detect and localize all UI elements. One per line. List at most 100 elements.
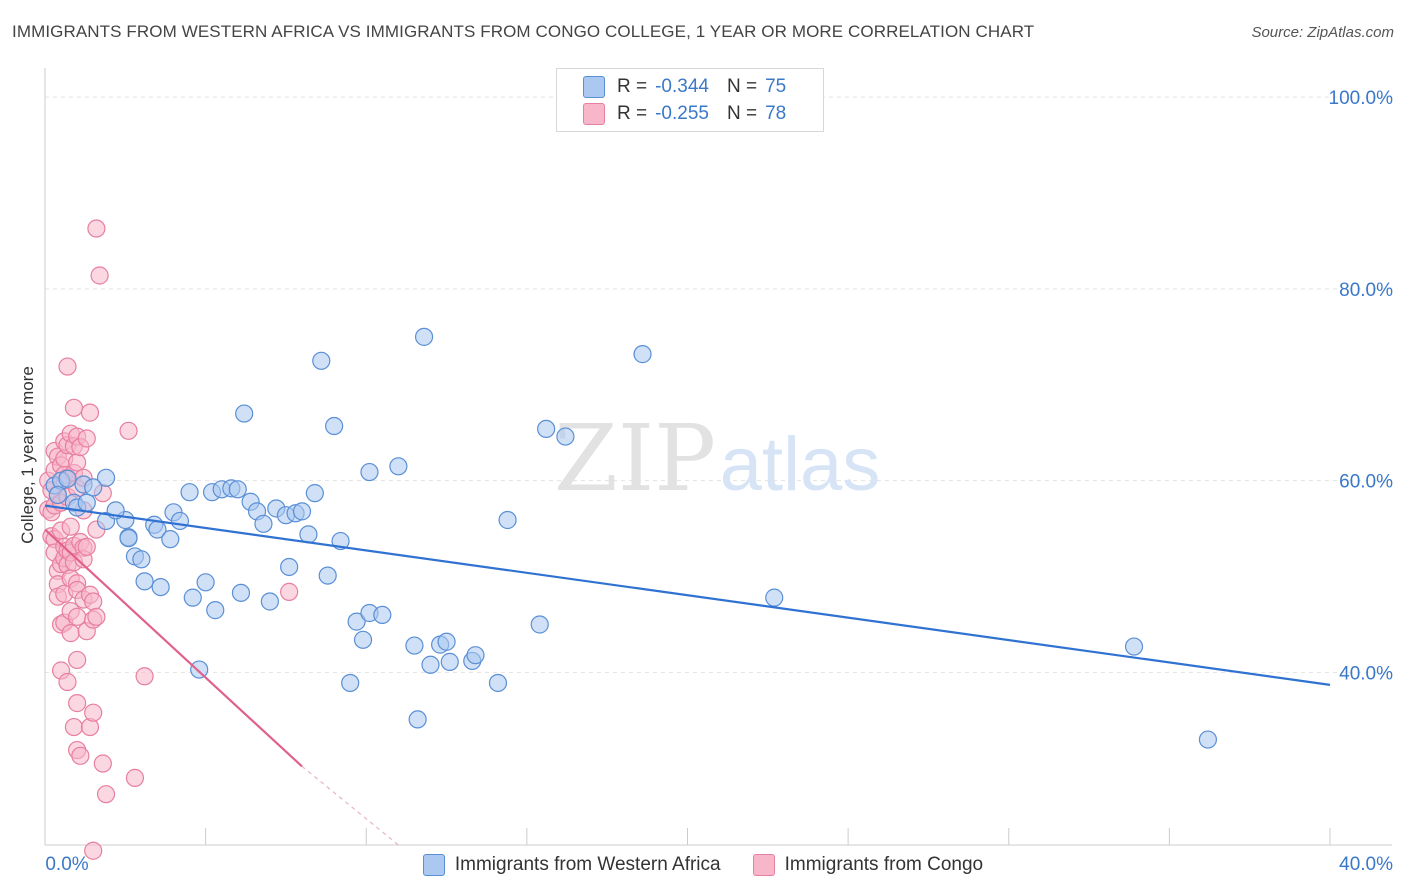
western-africa-point — [414, 327, 434, 346]
congo-point — [68, 453, 87, 472]
legend-n-value: 78 — [765, 103, 787, 124]
legend: R = -0.344 N = 75 R = -0.255 N = 78 — [556, 68, 824, 132]
legend-r-label: R = — [617, 76, 648, 97]
western-africa-point — [498, 510, 517, 530]
congo-point — [77, 429, 96, 448]
western-africa-point — [135, 572, 154, 591]
axes — [44, 68, 1392, 846]
gridlines — [45, 96, 1392, 673]
western-africa-point — [235, 404, 254, 423]
legend-row-western-africa: R = -0.344 N = 75 — [583, 74, 786, 100]
western-africa-point — [58, 469, 77, 488]
congo-point — [119, 421, 138, 440]
congo-point — [71, 746, 90, 765]
bottom-legend-label: Immigrants from Congo — [784, 854, 984, 875]
bottom-legend-item-western-africa[interactable]: Immigrants from Western Africa — [422, 854, 721, 876]
legend-swatch-blue — [583, 76, 605, 98]
western-africa-point — [161, 530, 180, 549]
western-africa-point — [437, 632, 456, 651]
western-africa-point — [312, 351, 331, 370]
y-tick-label: 60.0% — [1339, 472, 1393, 493]
western-africa-point — [466, 646, 485, 665]
legend-swatch-pink — [583, 103, 605, 125]
congo-point — [87, 219, 106, 238]
western-africa-point — [325, 416, 344, 436]
western-africa-point — [556, 427, 575, 446]
legend-n-label: N = — [726, 103, 758, 124]
western-africa-point — [180, 483, 199, 502]
congo-point — [64, 398, 84, 417]
congo-point — [135, 667, 154, 686]
legend-r-value: -0.255 — [655, 103, 709, 124]
western-africa-point — [132, 550, 151, 569]
watermark-atlas: atlas — [720, 422, 881, 507]
congo-point — [96, 785, 116, 804]
congo-point — [58, 672, 77, 692]
western-africa-point — [318, 566, 337, 585]
legend-swatch-blue — [422, 854, 445, 876]
western-africa-point — [373, 605, 392, 625]
congo-point — [84, 841, 103, 860]
legend-r-value: -0.344 — [655, 76, 709, 97]
chart-title: IMMIGRANTS FROM WESTERN AFRICA VS IMMIGR… — [12, 22, 1035, 41]
western-africa-trend-line — [44, 504, 1331, 686]
western-africa-point — [1124, 637, 1144, 656]
legend-n-value: 75 — [765, 76, 787, 97]
western-africa-point — [347, 612, 366, 631]
congo-point — [68, 650, 87, 670]
y-tick-label: 40.0% — [1339, 663, 1393, 684]
bottom-legend-item-congo[interactable]: Immigrants from Congo — [752, 854, 984, 876]
source-label: Source: ZipAtlas.com — [1251, 24, 1394, 41]
trend-lines — [44, 504, 1331, 846]
western-africa-point — [77, 493, 96, 512]
western-africa-point — [341, 673, 360, 693]
western-africa-point — [537, 419, 556, 439]
watermark-zip: ZIP — [554, 405, 716, 512]
legend-row-congo: R = -0.255 N = 78 — [583, 101, 786, 127]
western-africa-point — [360, 462, 379, 482]
legend-swatch-pink — [752, 854, 775, 876]
western-africa-point — [119, 529, 138, 548]
western-africa-point — [280, 557, 299, 577]
western-africa-point — [254, 514, 273, 533]
western-africa-point — [228, 480, 247, 499]
western-africa-point — [633, 345, 652, 364]
congo-point — [61, 624, 80, 643]
legend-r-label: R = — [617, 103, 648, 124]
western-africa-point — [299, 525, 318, 544]
congo-point — [93, 754, 112, 773]
congo-point — [90, 266, 109, 285]
congo-point — [280, 582, 299, 601]
western-africa-point — [353, 630, 373, 649]
western-africa-point — [440, 652, 459, 671]
x-tick-label: 40.0% — [1339, 854, 1393, 875]
series-western-africa-points — [45, 327, 1218, 749]
y-tick-label: 80.0% — [1339, 280, 1393, 301]
western-africa-point — [405, 636, 424, 655]
watermark: ZIP atlas — [554, 405, 880, 512]
western-africa-point — [231, 583, 251, 602]
western-africa-point — [206, 601, 225, 620]
western-africa-point — [190, 660, 209, 679]
western-africa-point — [408, 710, 427, 729]
bottom-legend: Immigrants from Western Africa Immigrant… — [0, 852, 1406, 878]
congo-point — [84, 592, 103, 611]
western-africa-point — [530, 615, 549, 634]
congo-point — [68, 607, 87, 626]
western-africa-point — [183, 588, 202, 607]
western-africa-point — [421, 655, 440, 674]
western-africa-point — [305, 484, 324, 503]
congo-point — [84, 703, 103, 722]
x-tick-label: 0.0% — [45, 854, 88, 875]
western-africa-point — [1198, 730, 1218, 749]
western-africa-point — [196, 573, 215, 592]
western-africa-point — [292, 502, 312, 521]
western-africa-point — [48, 485, 67, 505]
congo-point — [64, 717, 84, 737]
western-africa-point — [260, 592, 279, 611]
congo-point — [125, 768, 145, 787]
western-africa-point — [84, 478, 103, 497]
western-africa-point — [170, 511, 190, 531]
congo-trend-line — [44, 528, 303, 768]
